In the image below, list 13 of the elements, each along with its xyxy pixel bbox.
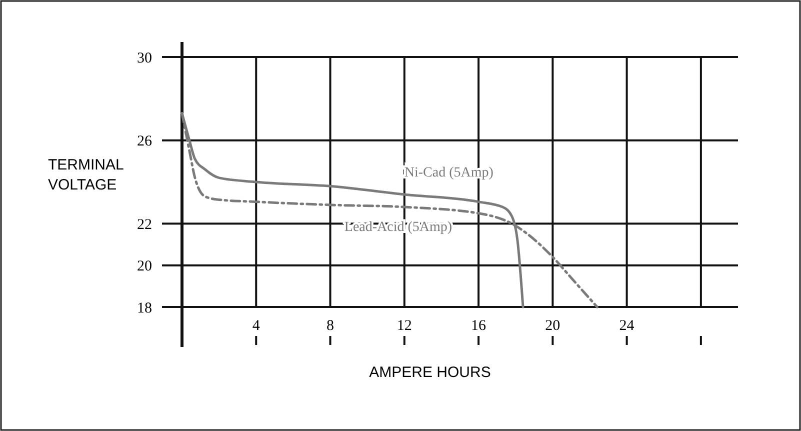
x-axis-title: AMPERE HOURS — [369, 364, 491, 381]
x-tick-label: 24 — [619, 318, 635, 334]
y-tick-label: 18 — [137, 300, 152, 316]
y-axis-title: TERMINAL VOLTAGE — [48, 156, 124, 194]
y-tick-label: 26 — [137, 134, 152, 150]
x-tick-label: 4 — [252, 318, 260, 334]
y-tick-label: 30 — [137, 50, 152, 66]
x-tick-label: 16 — [471, 318, 487, 334]
x-tick-label: 20 — [545, 318, 560, 334]
y-tick-label: 20 — [137, 258, 152, 275]
x-tick-label: 8 — [326, 318, 334, 334]
y-tick-label: 22 — [137, 216, 152, 233]
x-tick-label: 12 — [396, 318, 412, 334]
